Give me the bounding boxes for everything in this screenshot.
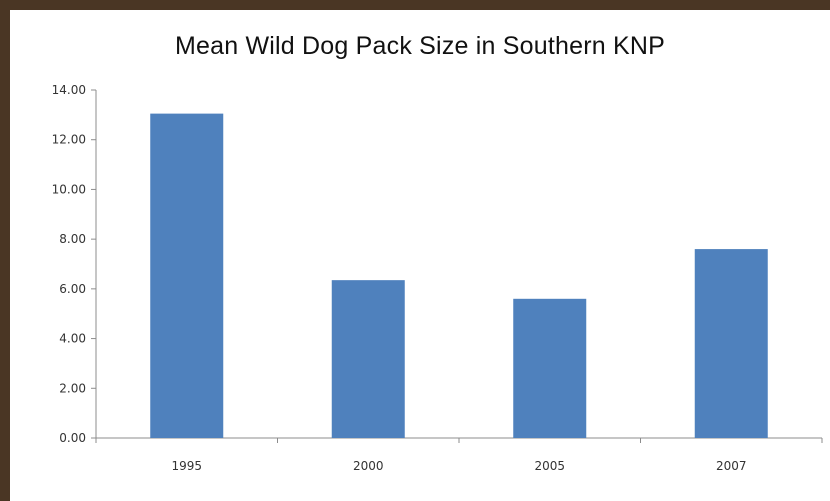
bar-2000 — [331, 280, 405, 438]
x-tick-label: 2000 — [353, 459, 384, 473]
y-tick-label: 10.00 — [52, 182, 86, 196]
y-tick-label: 12.00 — [52, 133, 86, 147]
y-tick-label: 0.00 — [59, 431, 86, 445]
bar-chart: 0.00 2.00 4.00 6.00 8.00 10.00 12.00 14.00 1995 2… — [52, 83, 823, 473]
y-tick-label: 8.00 — [59, 232, 86, 246]
y-tick-label: 6.00 — [59, 282, 86, 296]
bar-1995 — [150, 113, 224, 438]
x-tick-label: 2007 — [716, 459, 747, 473]
y-tick-label: 2.00 — [59, 381, 86, 395]
chart-area: Mean Wild Dog Pack Size in Southern KNP … — [10, 10, 830, 501]
bar-2007 — [694, 249, 768, 438]
x-tick-label: 2005 — [534, 459, 565, 473]
x-tick-label: 1995 — [171, 459, 202, 473]
y-tick-label: 14.00 — [52, 83, 86, 97]
y-tick-label: 4.00 — [59, 332, 86, 346]
bar-2005 — [513, 298, 587, 438]
chart-title: Mean Wild Dog Pack Size in Southern KNP — [175, 32, 665, 60]
